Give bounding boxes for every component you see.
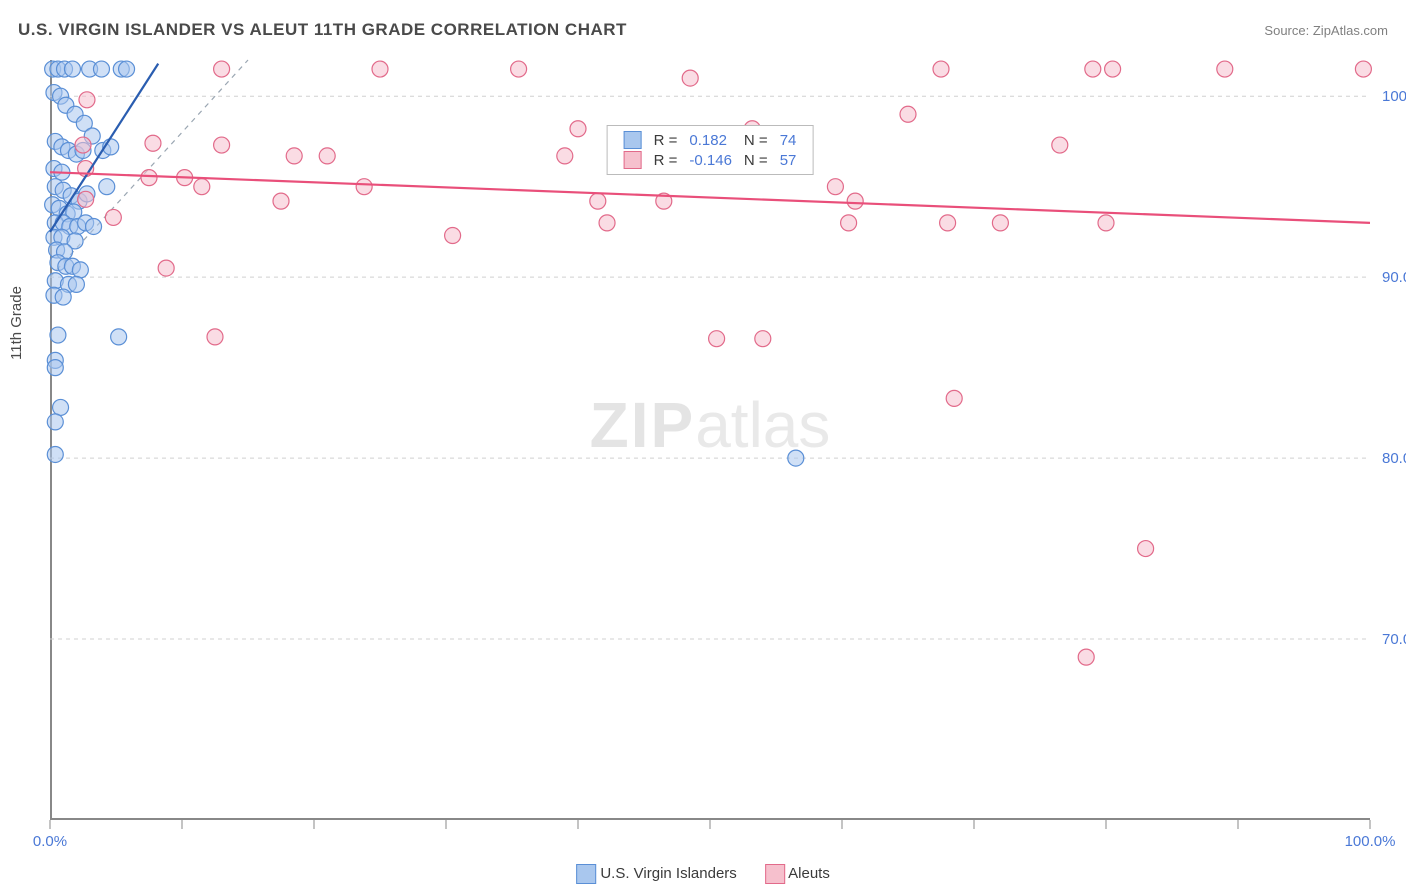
n-value: 74 xyxy=(774,130,803,150)
legend-swatch xyxy=(765,864,785,884)
svg-text:90.0%: 90.0% xyxy=(1382,269,1406,286)
source-prefix: Source: xyxy=(1264,23,1309,38)
n-label: N = xyxy=(738,150,774,170)
n-label: N = xyxy=(738,130,774,150)
legend-label: U.S. Virgin Islanders xyxy=(600,865,736,882)
n-value: 57 xyxy=(774,150,803,170)
legend-row-usvi: R =0.182N =74 xyxy=(618,130,803,150)
chart-area: ZIPatlas 70.0%80.0%90.0%100.0%0.0%100.0%… xyxy=(50,60,1370,820)
svg-text:100.0%: 100.0% xyxy=(1382,88,1406,105)
y-axis-title: 11th Grade xyxy=(8,286,25,360)
svg-text:100.0%: 100.0% xyxy=(1345,833,1396,850)
legend-label: Aleuts xyxy=(788,865,830,882)
source-link[interactable]: ZipAtlas.com xyxy=(1313,23,1388,38)
legend-item-aleuts: Aleuts xyxy=(765,864,830,884)
source-label: Source: ZipAtlas.com xyxy=(1264,23,1388,38)
r-label: R = xyxy=(648,130,684,150)
legend-swatch xyxy=(624,131,642,149)
r-value: -0.146 xyxy=(683,150,738,170)
r-value: 0.182 xyxy=(683,130,738,150)
svg-text:70.0%: 70.0% xyxy=(1382,631,1406,648)
legend-row-aleuts: R =-0.146N =57 xyxy=(618,150,803,170)
chart-title: U.S. VIRGIN ISLANDER VS ALEUT 11TH GRADE… xyxy=(18,20,627,40)
legend-swatch xyxy=(624,151,642,169)
correlation-table: R =0.182N =74R =-0.146N =57 xyxy=(618,130,803,170)
legend-swatch xyxy=(576,864,596,884)
legend-item-usvi: U.S. Virgin Islanders xyxy=(576,864,737,884)
r-label: R = xyxy=(648,150,684,170)
chart-container: { "title": "U.S. VIRGIN ISLANDER VS ALEU… xyxy=(0,0,1406,892)
svg-text:0.0%: 0.0% xyxy=(33,833,67,850)
series-legend: U.S. Virgin Islanders Aleuts xyxy=(576,864,830,884)
svg-text:80.0%: 80.0% xyxy=(1382,450,1406,467)
correlation-legend: R =0.182N =74R =-0.146N =57 xyxy=(607,125,814,175)
title-row: U.S. VIRGIN ISLANDER VS ALEUT 11TH GRADE… xyxy=(18,20,1388,40)
